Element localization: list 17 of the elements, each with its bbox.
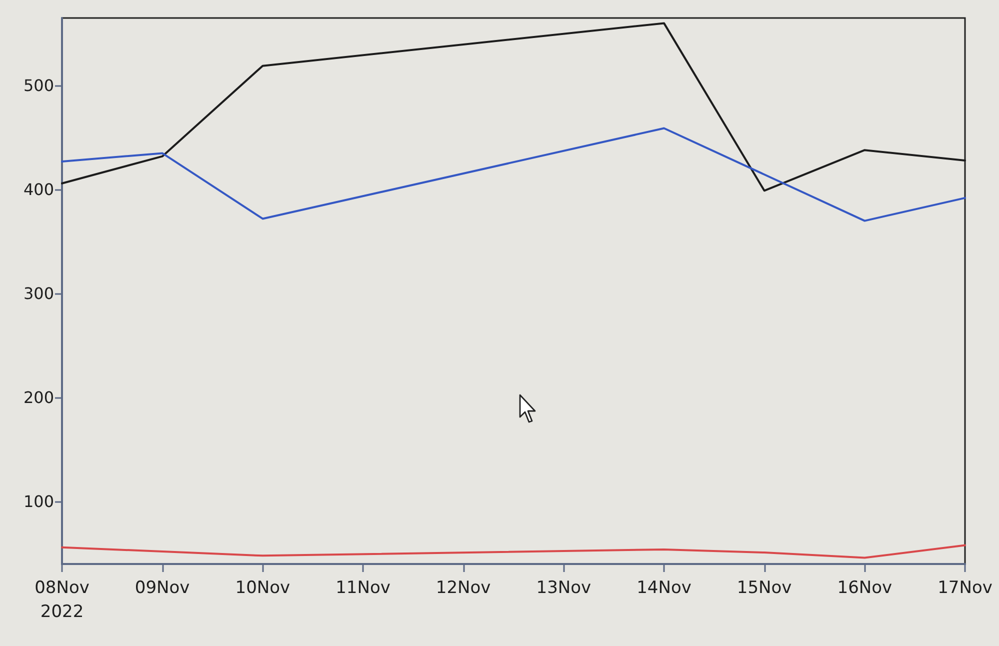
x-tick-label: 17Nov (938, 578, 992, 598)
line-series (61, 127, 966, 222)
y-tick-label: 100 (23, 492, 54, 512)
x-tick-label: 16Nov (837, 578, 892, 598)
x-tick-label: 09Nov (134, 578, 190, 598)
x-tick-label: 10Nov (235, 578, 290, 598)
x-tick-label: 15Nov (736, 578, 792, 598)
y-tick-label: 300 (23, 284, 54, 304)
x-tick-label: 13Nov (536, 578, 592, 598)
x-tick-label: 12Nov (436, 578, 491, 598)
x-tick-label: 14Nov (636, 578, 692, 598)
y-tick-label: 200 (23, 388, 54, 408)
y-tick-label: 500 (23, 76, 54, 96)
y-tick-label: 400 (23, 180, 54, 200)
line-series (61, 544, 966, 559)
x-tick-label: 11Nov (336, 578, 390, 598)
x-tick-label: 08Nov 2022 (34, 578, 90, 622)
